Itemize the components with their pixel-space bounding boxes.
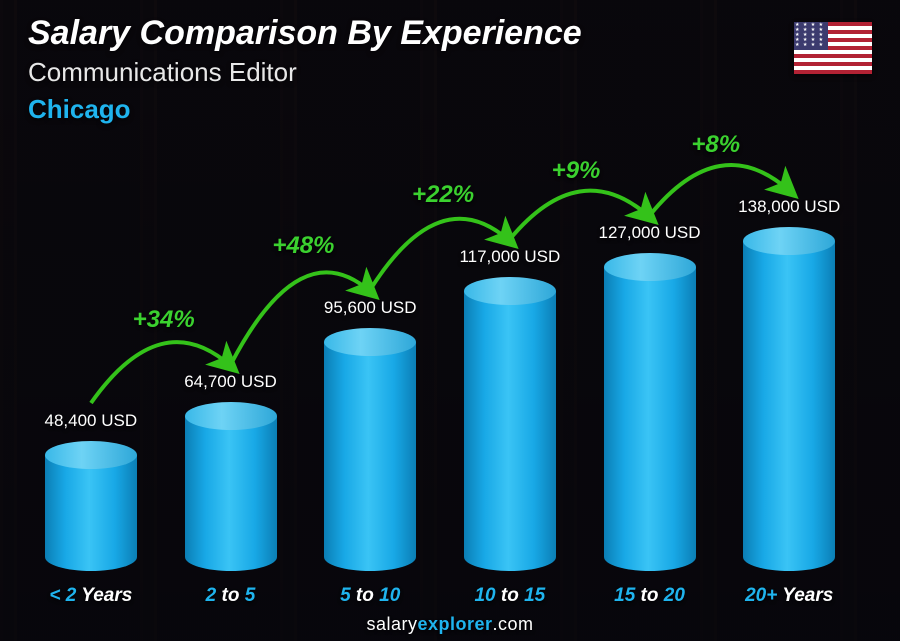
footer-plain: salary bbox=[366, 614, 417, 634]
x-label-2: 5 to 10 bbox=[309, 585, 431, 607]
bar-0: 48,400 USD bbox=[30, 411, 152, 571]
bar-shape bbox=[185, 416, 277, 571]
bar-shape bbox=[743, 241, 835, 571]
increase-pct-4: +8% bbox=[691, 131, 740, 159]
bar-5: 138,000 USD bbox=[728, 197, 850, 571]
x-label-0: < 2 Years bbox=[30, 585, 152, 607]
increase-pct-3: +9% bbox=[552, 157, 601, 185]
subtitle: Communications Editor bbox=[28, 57, 582, 88]
header-block: Salary Comparison By Experience Communic… bbox=[28, 14, 582, 125]
bar-shape bbox=[45, 455, 137, 571]
bar-2: 95,600 USD bbox=[309, 298, 431, 571]
x-label-5: 20+ Years bbox=[728, 585, 850, 607]
bar-shape bbox=[464, 291, 556, 571]
increase-pct-1: +48% bbox=[272, 232, 334, 260]
bar-value-label: 117,000 USD bbox=[459, 247, 560, 267]
bar-3: 117,000 USD bbox=[449, 247, 571, 571]
bar-value-label: 48,400 USD bbox=[45, 411, 138, 431]
increase-pct-2: +22% bbox=[412, 181, 474, 209]
us-flag-icon: ★ ★ ★ ★★ ★ ★ ★★ ★ ★ ★★ ★ ★ ★★ ★ ★ ★ bbox=[794, 22, 872, 74]
bar-4: 127,000 USD bbox=[589, 223, 711, 571]
title: Salary Comparison By Experience bbox=[28, 14, 582, 53]
bar-shape bbox=[324, 342, 416, 571]
x-label-1: 2 to 5 bbox=[170, 585, 292, 607]
footer-suffix: .com bbox=[493, 614, 534, 634]
bar-value-label: 64,700 USD bbox=[184, 372, 277, 392]
x-axis-labels: < 2 Years 2 to 5 5 to 10 10 to 15 15 to 20 20… bbox=[30, 585, 850, 607]
x-label-3: 10 to 15 bbox=[449, 585, 571, 607]
footer-attribution: salaryexplorer.com bbox=[0, 614, 900, 635]
bar-shape bbox=[604, 267, 696, 571]
x-label-4: 15 to 20 bbox=[589, 585, 711, 607]
bar-chart: 48,400 USD 64,700 USD 95,600 USD 117,000 US… bbox=[30, 170, 850, 571]
footer-accent: explorer bbox=[417, 614, 492, 634]
increase-pct-0: +34% bbox=[133, 306, 195, 334]
bar-1: 64,700 USD bbox=[170, 372, 292, 571]
location: Chicago bbox=[28, 94, 582, 125]
bar-value-label: 95,600 USD bbox=[324, 298, 417, 318]
bar-value-label: 138,000 USD bbox=[738, 197, 840, 217]
infographic-stage: Salary Comparison By Experience Communic… bbox=[0, 0, 900, 641]
bar-value-label: 127,000 USD bbox=[598, 223, 700, 243]
